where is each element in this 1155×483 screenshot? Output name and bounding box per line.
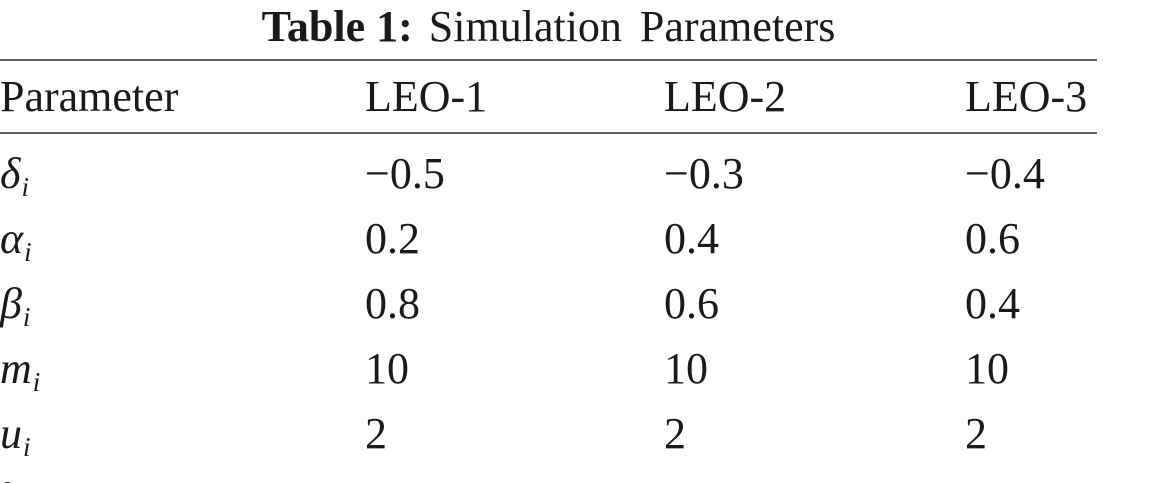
param-subscript: i [23,432,31,462]
value-cell-leo2: 2 [664,409,686,458]
value-cell-leo3 [965,459,1097,483]
table-caption-text: Simulation Parameters [428,2,836,51]
value-cell-leo2: 0.6 [664,279,719,328]
column-header-leo2: LEO-2 [664,59,965,134]
value-cell-leo3: 2 [965,409,987,458]
table-row-u: ui 2 2 2 [0,394,1097,462]
param-cell: αi [0,199,365,267]
column-header-parameter: Parameter [0,59,365,134]
param-symbol: β [0,279,22,328]
param-subscript: i [24,237,32,267]
table-row-beta: βi 0.8 0.6 0.4 [0,264,1097,332]
table-row-alpha: αi 0.2 0.4 0.6 [0,199,1097,267]
param-subscript: i [22,302,31,332]
value-cell-leo2: −0.3 [664,149,744,198]
param-subscript: i [32,367,41,397]
param-symbol: δ [0,149,21,198]
param-cell: ui [0,394,365,462]
table-row-delta: δi −0.5 −0.3 −0.4 [0,133,1097,202]
value-cell-leo3: 0.4 [965,279,1020,328]
param-cell: δi [0,133,365,202]
param-cell: λ [0,459,365,483]
param-symbol: λ [0,474,19,483]
param-cell: βi [0,264,365,332]
value-cell-leo1: 0.15 [365,459,664,483]
table-caption: Table 1: Simulation Parameters [0,0,1097,59]
table-row-lambda: λ 0.15 [0,459,1097,483]
column-header-leo3: LEO-3 [965,59,1097,134]
param-symbol: m [0,344,32,393]
value-cell-leo2: 10 [664,344,708,393]
param-cell: mi [0,329,365,397]
value-cell-leo3: −0.4 [965,149,1045,198]
header-row: Parameter LEO-1 LEO-2 LEO-3 [0,59,1097,134]
param-subscript: i [21,172,29,202]
value-cell-leo3: 0.6 [965,214,1020,263]
simulation-parameters-table: Parameter LEO-1 LEO-2 LEO-3 δi −0.5 −0.3… [0,59,1097,483]
value-cell-leo1: 10 [365,344,409,393]
value-cell-leo3: 10 [965,344,1009,393]
value-cell-leo1: −0.5 [365,149,445,198]
value-cell-leo1: 0.8 [365,279,420,328]
param-symbol: u [0,409,22,458]
value-cell-leo2 [664,459,965,483]
param-symbol: α [0,214,24,263]
value-cell-leo2: 0.4 [664,214,719,263]
value-cell-leo1: 0.2 [365,214,420,263]
table-caption-label: Table 1: [261,2,413,51]
column-header-leo1: LEO-1 [365,59,664,134]
table-row-m: mi 10 10 10 [0,329,1097,397]
value-cell-leo1: 2 [365,409,387,458]
